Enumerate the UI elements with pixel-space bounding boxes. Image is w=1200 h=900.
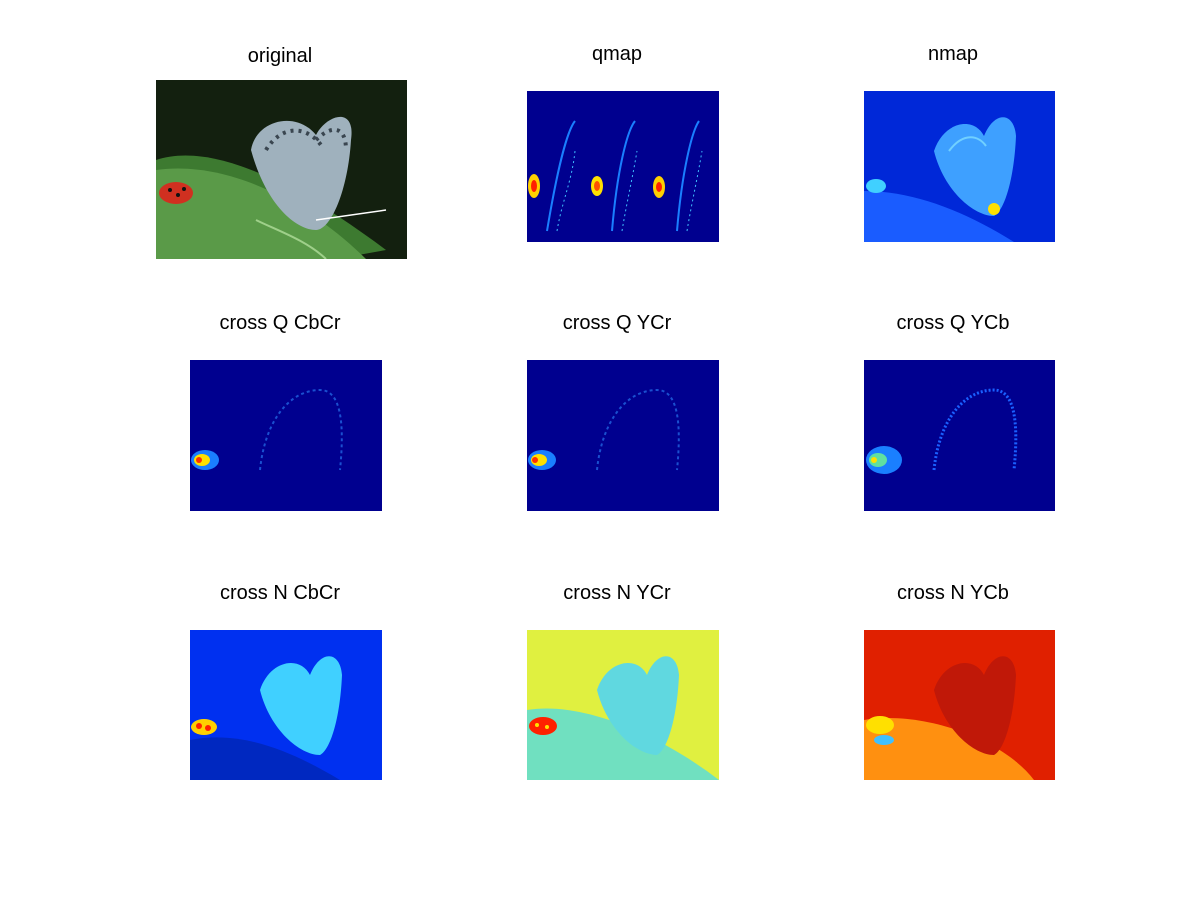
panel-title-original: original	[247, 45, 313, 67]
cross-n-ycb-image	[864, 630, 1055, 780]
cross-q-ycb-image	[864, 360, 1055, 511]
panel-title-cross-n-cbcr: cross N CbCr	[219, 582, 340, 604]
panel-title-nmap: nmap	[927, 43, 979, 65]
panel-title-cross-q-ycb: cross Q YCb	[896, 312, 1010, 334]
nmap-image	[864, 91, 1055, 242]
qmap-image	[527, 91, 719, 242]
panel-title-cross-q-ycr: cross Q YCr	[562, 312, 672, 334]
panel-title-cross-q-cbcr: cross Q CbCr	[219, 312, 341, 334]
cross-q-ycr-image	[527, 360, 719, 511]
cross-n-cbcr-image	[190, 630, 382, 780]
panel-title-cross-n-ycr: cross N YCr	[563, 582, 671, 604]
cross-n-ycr-image	[527, 630, 719, 780]
panel-title-cross-n-ycb: cross N YCb	[897, 582, 1009, 604]
cross-q-cbcr-image	[190, 360, 382, 511]
panel-title-qmap: qmap	[591, 43, 643, 65]
original-photo	[156, 80, 407, 259]
